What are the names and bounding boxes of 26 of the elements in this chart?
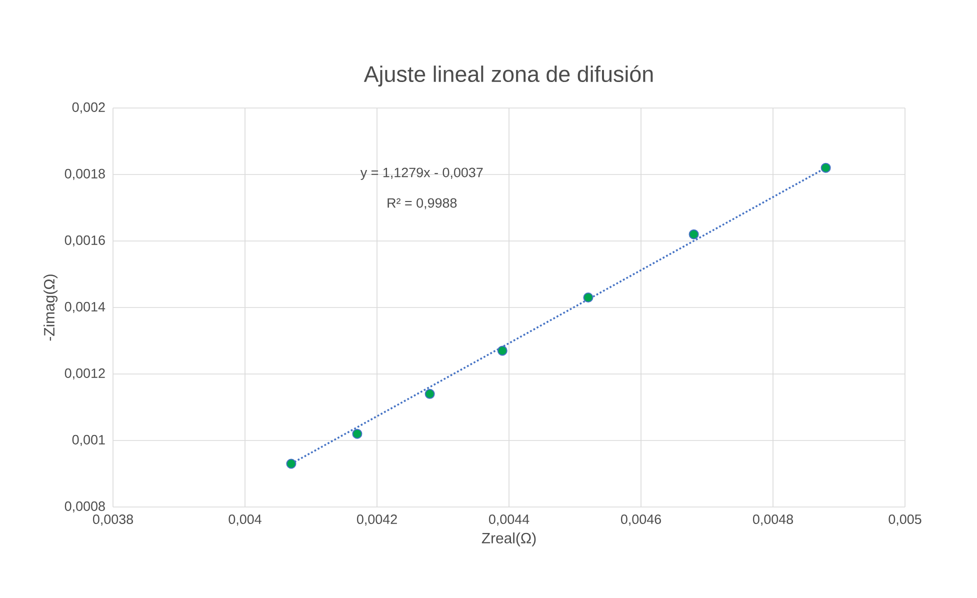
x-tick-label: 0,0046 (620, 514, 661, 526)
y-tick-label: 0,0012 (64, 368, 105, 380)
y-tick-label: 0,0014 (64, 302, 106, 314)
x-tick-label: 0,0038 (92, 514, 133, 526)
point (820, 162, 831, 173)
chart-title: Ajuste lineal zona de difusión (364, 65, 653, 86)
x-tick-label: 0,0042 (356, 514, 397, 526)
y-tick-label: 0,0016 (64, 235, 105, 247)
x-tick-label: 0,0048 (752, 514, 793, 526)
y-tick-label: 0,001 (72, 434, 105, 446)
point (286, 458, 296, 469)
y-tick-label: 0,002 (72, 102, 105, 114)
point (424, 388, 435, 399)
y-axis-title: -Zimag(Ω) (44, 274, 58, 341)
annotation: R² = 0,9988 (388, 198, 457, 210)
y-tick-label: 0,0008 (64, 501, 105, 513)
point (497, 346, 508, 356)
y-tick-label: 0,0018 (64, 168, 105, 180)
x-tick-label: 0,004 (228, 514, 262, 526)
x-axis-title: Zreal(Ω) (482, 532, 536, 546)
x-tick-label: 0,0044 (488, 514, 530, 526)
point (583, 292, 594, 303)
x-tick-label: 0,005 (888, 514, 922, 526)
point (688, 229, 699, 240)
annotation: y = 1,1279x - 0,0037 (360, 168, 483, 180)
point (352, 428, 362, 439)
